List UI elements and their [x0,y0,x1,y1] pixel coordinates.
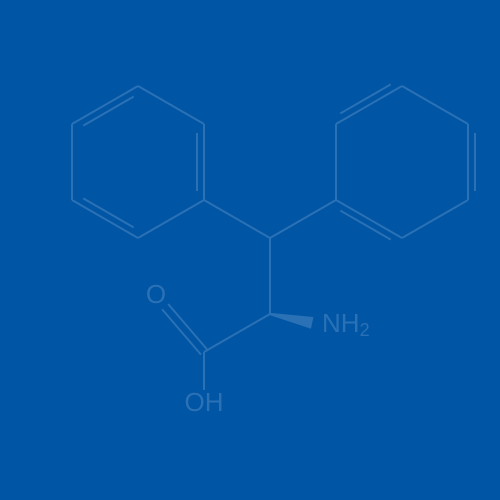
svg-text:NH2: NH2 [322,308,370,340]
molecule-diagram: O OH NH2 [0,0,500,500]
structure-canvas: O OH NH2 [0,0,500,500]
svg-text:O: O [146,279,166,309]
svg-text:OH: OH [185,387,224,417]
